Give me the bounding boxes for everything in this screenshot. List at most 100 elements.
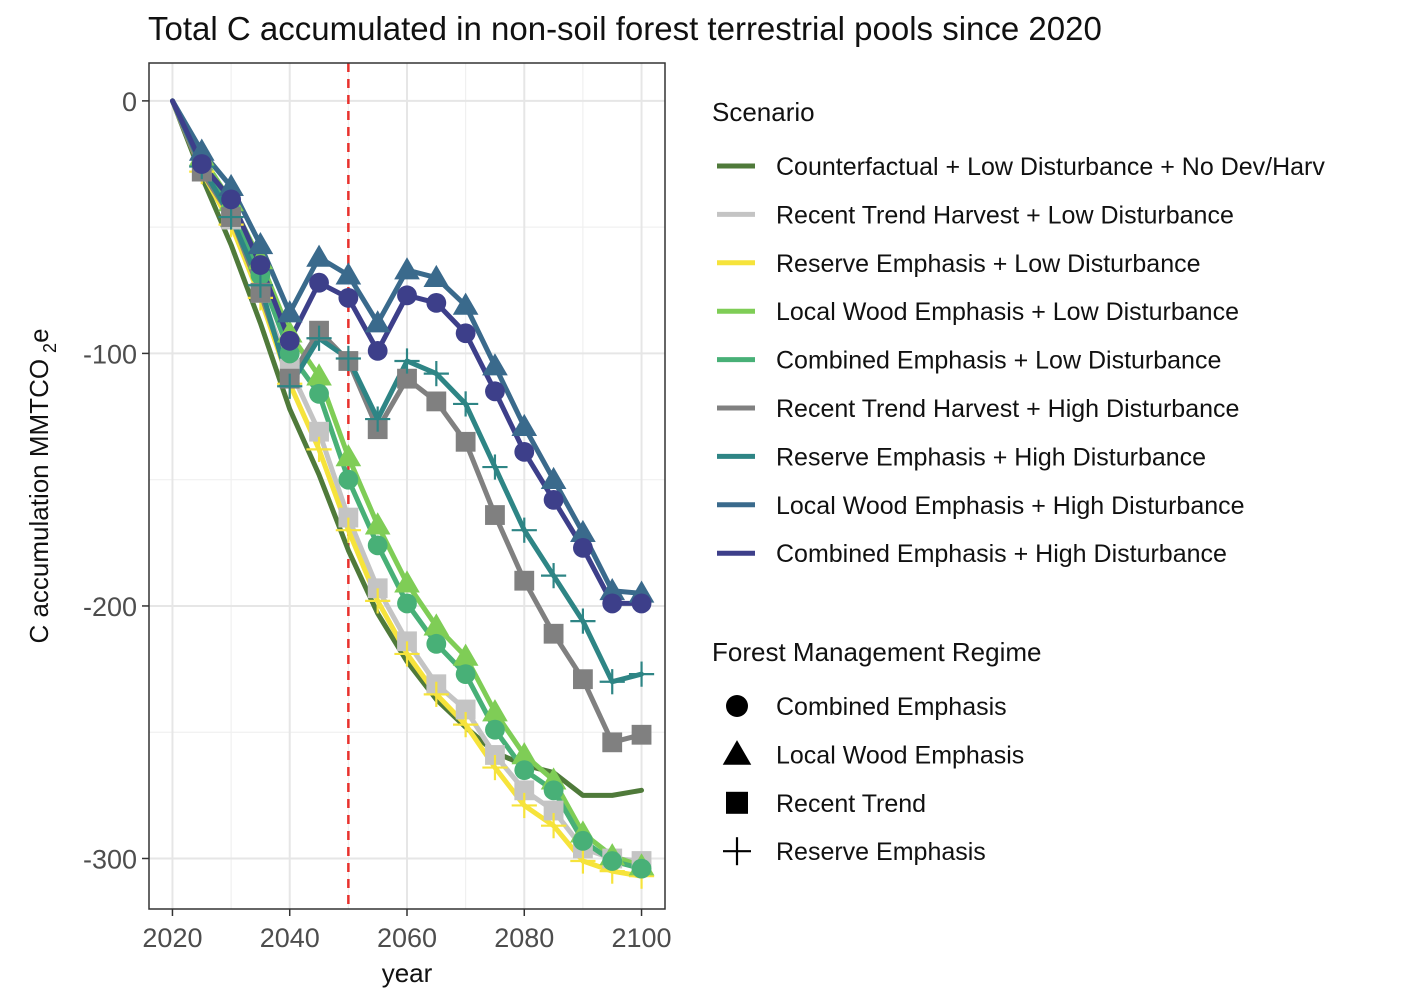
data-point-s1-8 — [397, 631, 417, 652]
data-point-s5-10 — [455, 431, 476, 452]
data-point-s2-7 — [365, 588, 391, 614]
data-point-s7-9 — [423, 264, 450, 287]
axes: 2020 2040 2060 2080 2100 0 -100 -200 -300 — [83, 87, 672, 953]
y-tick-label: -200 — [83, 592, 137, 622]
data-point-s8-8 — [397, 285, 417, 306]
data-point-s1-12 — [514, 780, 535, 801]
series-markers — [188, 138, 655, 889]
data-point-s4-9 — [426, 633, 447, 654]
y-axis-title-main: C accumulation MMTCO — [24, 359, 54, 644]
data-point-s8-16 — [631, 593, 652, 614]
chart-title: Total C accumulated in non-soil forest t… — [148, 10, 1102, 47]
data-point-s2-11 — [482, 754, 508, 781]
data-point-s7-7 — [364, 310, 391, 333]
data-point-s6-4 — [277, 373, 303, 399]
data-point-s8-7 — [367, 340, 388, 361]
data-point-s6-15 — [599, 669, 625, 695]
data-point-s7-15 — [599, 577, 626, 601]
data-point-s2-9 — [423, 681, 449, 707]
data-point-s3-9 — [423, 613, 450, 636]
data-point-s4-10 — [455, 664, 476, 685]
data-point-s7-3 — [247, 231, 274, 255]
data-point-s4-13 — [543, 780, 564, 801]
legend-scenario-label: Combined Emphasis + High Disturbance — [776, 540, 1227, 568]
data-point-s2-6 — [335, 517, 361, 543]
x-axis-title: year — [382, 958, 433, 988]
legend-scenario-label: Counterfactual + Low Disturbance + No De… — [776, 153, 1325, 181]
y-axis-title-subscript: 2 — [40, 343, 60, 353]
data-point-s4-11 — [485, 719, 505, 740]
data-point-s8-15 — [602, 593, 623, 614]
data-point-s2-13 — [540, 813, 567, 839]
legend-scenario-title: Scenario — [712, 97, 815, 127]
data-point-s6-12 — [511, 517, 537, 543]
data-point-s7-10 — [452, 292, 479, 315]
data-point-s3-11 — [482, 699, 508, 722]
data-point-s5-11 — [485, 505, 505, 525]
data-point-s6-5 — [306, 325, 332, 351]
y-axis-title-suffix: e — [24, 328, 54, 342]
legend-key-plus — [723, 837, 751, 866]
plot-panel — [148, 62, 666, 910]
data-point-s2-12 — [511, 792, 537, 819]
data-point-s6-3 — [247, 272, 274, 298]
data-point-s6-16 — [628, 661, 655, 687]
data-point-s8-3 — [250, 255, 271, 275]
legend-regime-label: Recent Trend — [776, 790, 926, 818]
data-point-s8-6 — [338, 287, 359, 308]
data-point-s3-7 — [364, 512, 391, 535]
data-point-s4-14 — [573, 830, 593, 851]
data-point-s6-7 — [365, 406, 391, 432]
legend-regime-title: Forest Management Regime — [712, 637, 1041, 667]
data-point-s7-1 — [188, 138, 215, 161]
legend-regime-label: Reserve Emphasis — [776, 838, 986, 866]
x-tick-label: 2080 — [494, 923, 554, 953]
legend-scenario-label: Recent Trend Harvest + High Disturbance — [776, 395, 1239, 423]
data-point-s6-6 — [335, 345, 361, 372]
data-point-s8-1 — [191, 154, 212, 174]
data-point-s7-13 — [540, 466, 567, 490]
data-point-s6-13 — [540, 563, 567, 589]
legend-scenario-label: Recent Trend Harvest + Low Disturbance — [776, 201, 1234, 229]
y-tick-label: 0 — [122, 87, 137, 117]
data-point-s5-8 — [397, 368, 417, 389]
x-tick-label: 2060 — [377, 923, 437, 953]
data-point-s6-11 — [482, 454, 508, 480]
x-tick-label: 2020 — [142, 923, 202, 953]
data-point-s4-7 — [367, 535, 388, 556]
data-point-s2-10 — [453, 712, 479, 738]
data-point-s1-13 — [543, 800, 564, 821]
data-point-s3-5 — [306, 363, 332, 386]
data-point-s5-12 — [514, 570, 535, 591]
y-tick-label: -300 — [83, 844, 137, 874]
legend-key-triangle — [722, 740, 752, 765]
data-point-s8-4 — [279, 330, 300, 351]
data-point-s3-10 — [452, 643, 479, 666]
data-point-s1-7 — [367, 578, 388, 599]
legend-scenario-label: Reserve Emphasis + Low Disturbance — [776, 250, 1201, 278]
data-point-s8-14 — [573, 537, 593, 558]
data-point-s5-13 — [543, 623, 564, 644]
data-point-s5-14 — [573, 669, 593, 690]
data-point-s1-11 — [485, 745, 505, 765]
data-point-s3-6 — [335, 444, 362, 467]
data-point-s8-10 — [455, 323, 476, 344]
data-point-s7-6 — [335, 262, 362, 285]
data-point-s2-14 — [570, 848, 596, 874]
data-point-s6-14 — [570, 608, 596, 634]
data-point-s8-2 — [221, 189, 241, 210]
x-tick-label: 2040 — [260, 923, 320, 953]
data-point-s7-11 — [482, 353, 508, 376]
data-point-s7-8 — [394, 257, 420, 280]
data-point-s7-5 — [306, 244, 332, 267]
legend-key-circle — [726, 695, 748, 717]
y-axis-title: C accumulation MMTCO 2e — [24, 328, 60, 643]
data-point-s7-2 — [218, 173, 244, 197]
data-point-s4-16 — [631, 858, 652, 879]
data-point-s3-12 — [511, 742, 538, 765]
data-point-s4-12 — [514, 760, 535, 781]
legend-key-square — [726, 791, 748, 814]
data-point-s8-9 — [426, 293, 447, 313]
data-point-s6-9 — [423, 361, 449, 387]
